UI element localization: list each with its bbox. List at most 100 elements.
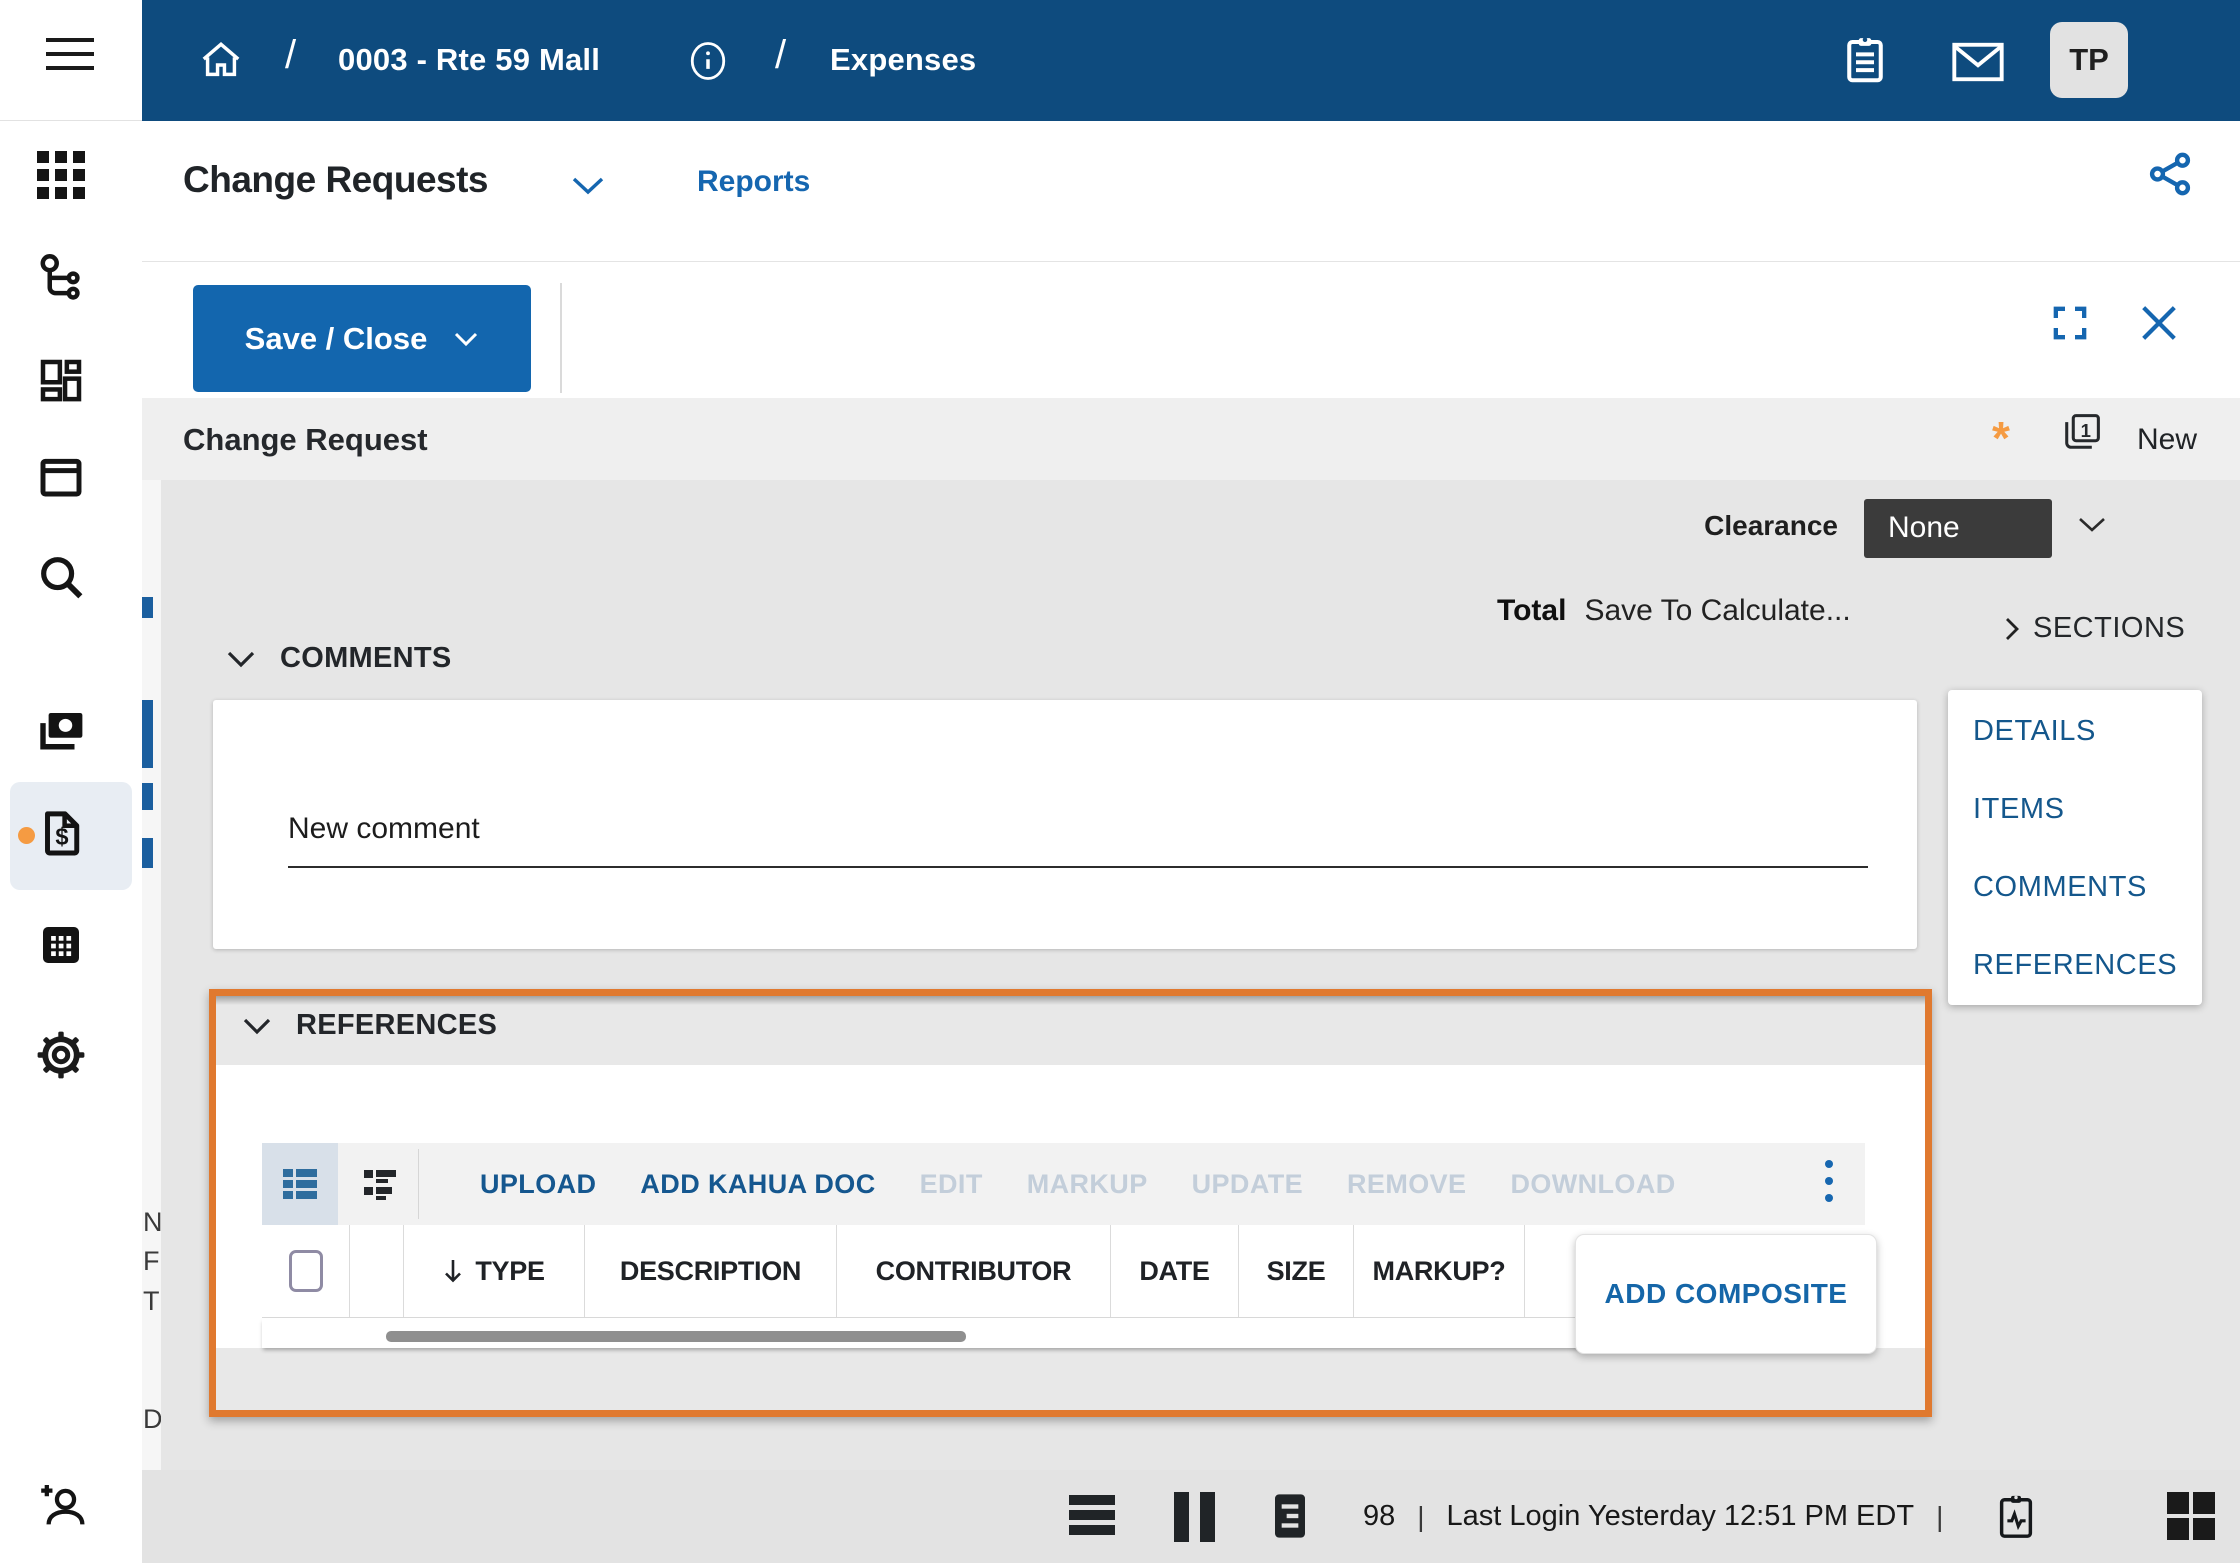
total-value: Save To Calculate...	[1584, 594, 1851, 627]
gear-icon[interactable]	[34, 1028, 88, 1082]
column-header-description[interactable]: DESCRIPTION	[585, 1225, 837, 1317]
clearance-label: Clearance	[1704, 510, 1838, 541]
kebab-menu-icon[interactable]	[1825, 1160, 1833, 1202]
info-icon[interactable]	[687, 40, 729, 82]
app-title-dropdown[interactable]: Change Requests	[183, 159, 489, 200]
comments-card	[213, 700, 1917, 949]
expense-doc-icon[interactable]: $	[34, 806, 88, 860]
app-header: Change Requests Reports	[142, 121, 2240, 261]
calculator-icon[interactable]	[34, 918, 88, 972]
references-card-highlighted: REFERENCES UPLOAD ADD KAHUA	[209, 989, 1932, 1417]
add-composite-button[interactable]: ADD COMPOSITE	[1575, 1234, 1877, 1354]
action-bar: Save / Close	[142, 261, 2240, 399]
total-label: Total	[1497, 594, 1567, 627]
download-button-disabled: DOWNLOAD	[1510, 1168, 1676, 1199]
breadcrumb-separator: /	[285, 33, 297, 77]
add-person-icon[interactable]	[34, 1478, 88, 1532]
remove-button-disabled: REMOVE	[1347, 1168, 1467, 1199]
references-section-title: REFERENCES	[296, 1009, 498, 1041]
column-header-markup[interactable]: MARKUP?	[1354, 1225, 1525, 1317]
sections-panel-item-details[interactable]: DETAILS	[1973, 714, 2096, 747]
workflow-icon[interactable]	[34, 252, 88, 306]
user-avatar[interactable]: TP	[2050, 22, 2128, 98]
sort-down-icon	[445, 1260, 462, 1283]
notification-dot	[18, 827, 35, 844]
last-login-text: Last Login Yesterday 12:51 PM EDT	[1446, 1500, 1915, 1532]
add-kahua-doc-button[interactable]: ADD KAHUA DOC	[640, 1168, 876, 1199]
clearance-value: None	[1888, 511, 1960, 544]
total-field: Total Save To Calculate...	[1497, 594, 1851, 628]
windows-icon[interactable]	[2167, 1492, 2215, 1540]
chevron-down-icon	[243, 1018, 271, 1034]
grid-view-icon[interactable]	[262, 1143, 338, 1225]
fullscreen-icon[interactable]	[2050, 303, 2090, 343]
markup-button-disabled: MARKUP	[1026, 1168, 1148, 1199]
sections-toggle[interactable]: SECTIONS	[2003, 612, 2185, 645]
status-number: 98	[1363, 1500, 1396, 1532]
clipped-panel-edge: N F T D	[142, 480, 161, 1470]
column-header-type[interactable]: TYPE	[404, 1225, 585, 1317]
list-view-icon[interactable]	[345, 1143, 415, 1225]
clipped-text-fragment: D	[143, 1404, 161, 1434]
apps-grid-icon[interactable]	[34, 148, 88, 202]
rows-view-icon[interactable]	[1069, 1495, 1115, 1540]
clipped-text-fragment: F	[143, 1246, 160, 1276]
columns-view-icon[interactable]	[1174, 1492, 1215, 1542]
status-bar: 98 | Last Login Yesterday 12:51 PM EDT |	[142, 1470, 2240, 1563]
close-icon[interactable]	[2136, 300, 2182, 346]
home-icon[interactable]	[198, 37, 244, 83]
comments-section-header[interactable]: COMMENTS	[226, 642, 452, 675]
comments-section-title: COMMENTS	[280, 642, 452, 674]
required-marker: *	[1992, 412, 2010, 464]
edit-button-disabled: EDIT	[919, 1168, 983, 1199]
references-toolbar: UPLOAD ADD KAHUA DOC EDIT MARKUP UPDATE …	[262, 1143, 1865, 1225]
breadcrumb-project[interactable]: 0003 - Rte 59 Mall	[338, 42, 601, 77]
select-all-checkbox[interactable]	[288, 1250, 323, 1292]
mail-icon[interactable]	[1950, 38, 2006, 86]
upload-button[interactable]: UPLOAD	[480, 1168, 597, 1199]
top-navigation-bar: / 0003 - Rte 59 Mall / Expenses TP	[142, 0, 2240, 121]
money-icon[interactable]	[34, 704, 88, 758]
dashboard-icon[interactable]	[34, 353, 88, 407]
svg-text:1: 1	[2081, 420, 2091, 441]
column-header-date[interactable]: DATE	[1111, 1225, 1239, 1317]
sections-panel: DETAILS ITEMS COMMENTS REFERENCES	[1948, 690, 2202, 1005]
record-status-new: New	[2137, 423, 2198, 456]
clipped-text-fragment: T	[143, 1286, 160, 1316]
column-header-size[interactable]: SIZE	[1239, 1225, 1354, 1317]
breadcrumb-separator: /	[775, 33, 787, 77]
clipboard-pulse-icon[interactable]	[1993, 1491, 2039, 1543]
left-sidebar: $	[0, 0, 142, 1563]
column-header-contributor[interactable]: CONTRIBUTOR	[837, 1225, 1111, 1317]
sections-panel-item-comments[interactable]: COMMENTS	[1973, 870, 2147, 903]
chevron-down-icon	[227, 651, 255, 667]
chevron-down-icon	[455, 332, 478, 346]
sections-panel-item-items[interactable]: ITEMS	[1973, 792, 2065, 825]
clearance-select[interactable]: None	[1864, 499, 2052, 558]
scrollbar-thumb[interactable]	[386, 1331, 966, 1342]
search-icon[interactable]	[34, 550, 88, 604]
chevron-right-icon	[2006, 617, 2019, 640]
save-close-label: Save / Close	[244, 320, 428, 356]
clipboard-icon[interactable]	[1838, 33, 1892, 87]
save-close-button[interactable]: Save / Close	[193, 285, 531, 392]
share-icon[interactable]	[2145, 149, 2195, 199]
calendar-icon[interactable]	[34, 449, 88, 503]
status-text: 98 | Last Login Yesterday 12:51 PM EDT |	[1363, 1500, 1944, 1532]
document-icon[interactable]	[1270, 1491, 1310, 1541]
sections-toggle-label: SECTIONS	[2033, 612, 2186, 644]
breadcrumb-app[interactable]: Expenses	[830, 42, 977, 77]
select-all-cell	[262, 1225, 350, 1317]
svg-text:$: $	[55, 825, 68, 851]
record-title: Change Request	[183, 422, 428, 457]
spacer-column	[350, 1225, 404, 1317]
reports-link[interactable]: Reports	[697, 165, 811, 198]
new-comment-input[interactable]	[288, 812, 1868, 868]
chevron-down-icon[interactable]	[570, 175, 606, 197]
record-header-band: Change Request * 1 New	[142, 398, 2240, 480]
hamburger-menu-icon[interactable]	[46, 38, 94, 80]
references-section-header[interactable]: REFERENCES	[242, 1009, 497, 1042]
sections-panel-item-references[interactable]: REFERENCES	[1973, 948, 2178, 981]
copies-icon[interactable]: 1	[2058, 408, 2106, 456]
chevron-down-icon[interactable]	[2076, 515, 2108, 535]
